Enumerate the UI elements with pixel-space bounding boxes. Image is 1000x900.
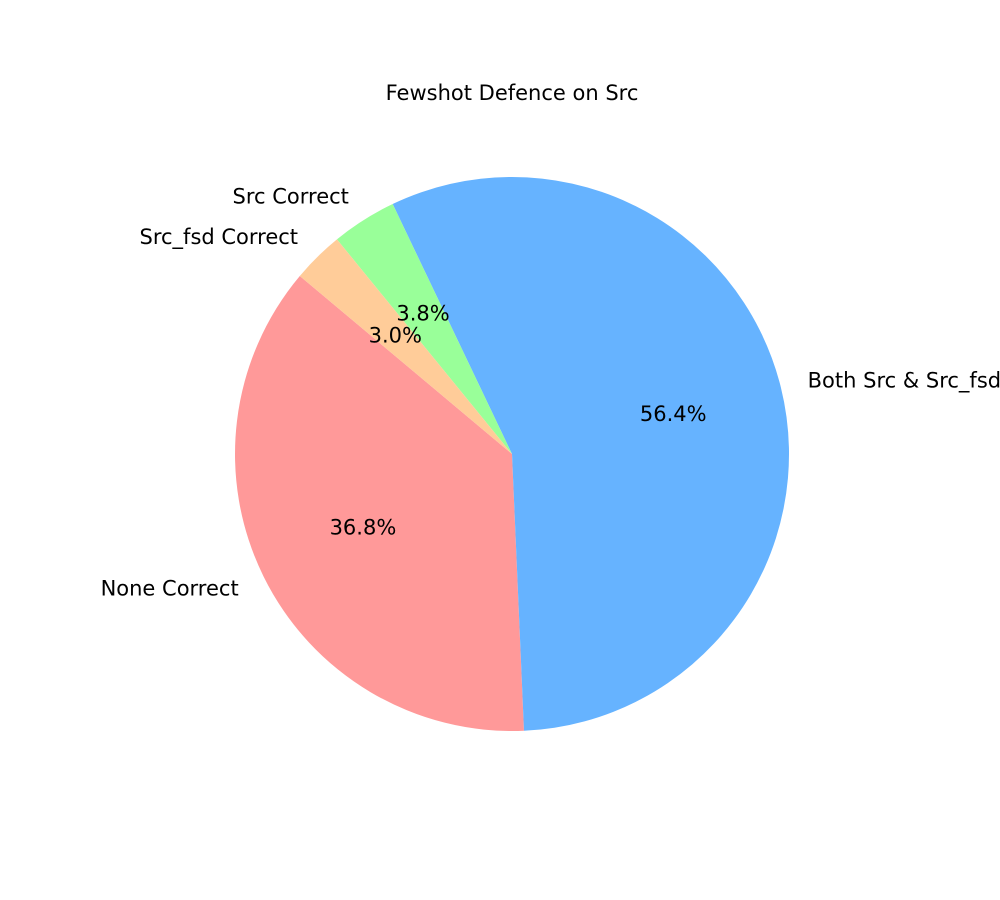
pie-percent-label-0: 36.8% — [330, 515, 397, 539]
pie-slice-3 — [299, 239, 512, 454]
pie-percent-label-2: 3.8% — [396, 302, 449, 326]
pie-category-labels: None Correct Both Src & Src_fsd Correct Sr… — [101, 185, 1000, 601]
pie-percent-label-3: 3.0% — [369, 324, 422, 348]
pie-slice-2 — [336, 204, 512, 454]
pie-slice-0 — [235, 275, 524, 731]
chart-title: Fewshot Defence on Src — [386, 81, 639, 105]
pie-category-label-0: None Correct — [101, 577, 239, 601]
pie-category-label-3: Src_fsd Correct — [140, 225, 299, 250]
pie-category-label-1: Both Src & Src_fsd Correct — [808, 368, 1000, 393]
pie-slices — [235, 176, 790, 731]
pie-slice-1 — [392, 176, 790, 731]
pie-percent-label-1: 56.4% — [640, 402, 707, 426]
pie-category-label-2: Src Correct — [233, 185, 349, 209]
pie-percent-labels: 36.8% 56.4% 3.8%3.0% — [330, 302, 707, 540]
